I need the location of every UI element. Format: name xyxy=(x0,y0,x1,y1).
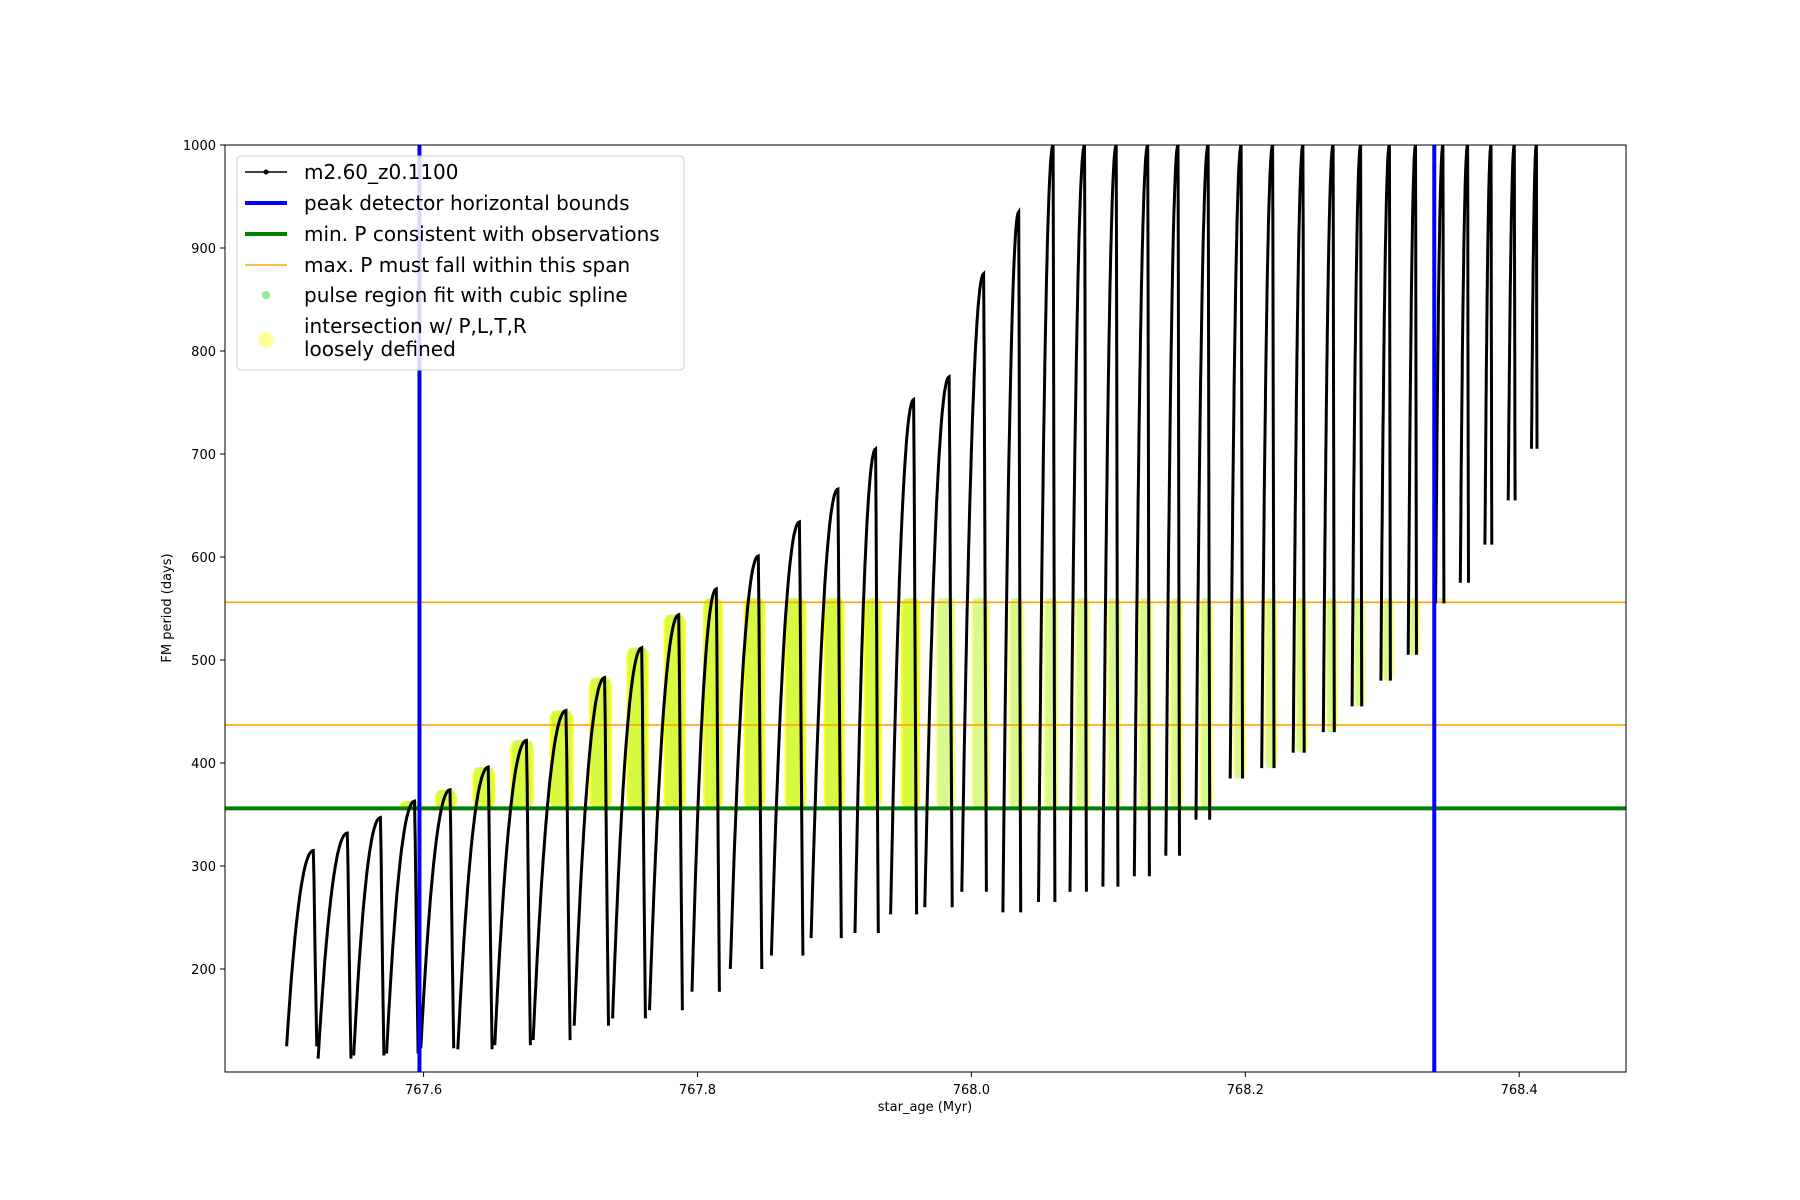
x-axis-ticks: 767.6 767.8 768.0 768.2 768.4 xyxy=(405,1072,1538,1098)
series-pulse xyxy=(1321,145,1336,733)
series-pulse xyxy=(1350,145,1364,707)
series-pulse xyxy=(1530,145,1539,449)
series-pulse xyxy=(572,675,610,1026)
series-layer xyxy=(285,145,1539,1059)
legend-label: pulse region fit with cubic spline xyxy=(304,283,628,307)
spline-fit-region xyxy=(1010,598,1023,809)
x-tick-label: 768.2 xyxy=(1227,1083,1264,1098)
series-pulse xyxy=(853,445,880,934)
spline-fit-region xyxy=(1266,598,1276,769)
y-axis-label: FM period (days) xyxy=(160,553,175,662)
spline-fit-region xyxy=(1045,598,1057,809)
series-pulse xyxy=(456,764,494,1050)
legend-label: peak detector horizontal bounds xyxy=(304,191,630,215)
series-pulse xyxy=(1379,145,1392,681)
series-pulse xyxy=(1001,207,1023,913)
series-pulse xyxy=(1194,145,1212,820)
spline-fit-region xyxy=(1077,598,1089,809)
series-pulse xyxy=(1164,145,1181,856)
series-pulse xyxy=(889,396,919,915)
spline-fit-region xyxy=(1235,598,1245,779)
y-tick-label: 300 xyxy=(191,860,216,875)
legend-label: loosely defined xyxy=(304,337,456,361)
series-pulse xyxy=(1458,145,1470,583)
y-tick-label: 200 xyxy=(191,963,216,978)
series-pulse xyxy=(1406,145,1418,655)
y-tick-label: 400 xyxy=(191,757,216,772)
x-tick-label: 767.6 xyxy=(405,1083,442,1098)
series-pulse xyxy=(493,738,532,1046)
series-pulse xyxy=(960,270,988,892)
legend-box xyxy=(236,155,685,371)
y-tick-label: 600 xyxy=(191,551,216,566)
series-pulse xyxy=(1132,145,1151,877)
series-pulse xyxy=(385,799,420,1054)
legend-label: min. P consistent with observations xyxy=(304,222,660,246)
series-pulse xyxy=(531,708,572,1041)
series-pulse xyxy=(1291,145,1306,753)
plot-frame xyxy=(224,144,1627,1073)
x-tick-label: 768.4 xyxy=(1501,1083,1538,1098)
spline-fit-region xyxy=(1384,598,1393,681)
series-pulse xyxy=(923,374,954,908)
spline-fit-region xyxy=(1171,598,1182,809)
series-pulse xyxy=(1228,145,1244,779)
series-pulse xyxy=(352,815,386,1056)
y-tick-label: 500 xyxy=(191,654,216,669)
series-pulse xyxy=(1260,145,1276,769)
spline-fit-region xyxy=(1140,598,1152,809)
spline-fit-region xyxy=(1201,598,1212,809)
spline-fit-region xyxy=(1355,598,1364,707)
horizontal-lines xyxy=(225,601,1626,811)
spline-fit-region xyxy=(1109,598,1120,809)
legend-label: intersection w/ P,L,T,R xyxy=(304,314,527,338)
y-tick-label: 700 xyxy=(191,448,216,463)
legend-label: m2.60_z0.1100 xyxy=(304,160,459,184)
y-tick-label: 800 xyxy=(191,345,216,360)
series-pulse xyxy=(1483,145,1494,545)
series-pulse xyxy=(648,612,684,1011)
x-tick-label: 768.0 xyxy=(953,1083,990,1098)
series-pulse xyxy=(1068,145,1088,892)
series-pulse xyxy=(285,848,319,1047)
series-pulse xyxy=(1434,145,1446,604)
spline-fit-region xyxy=(1438,598,1446,604)
y-axis-ticks: 200 300 400 500 600 700 800 900 1000 xyxy=(183,139,225,978)
legend-dot xyxy=(262,291,270,299)
series-pulse xyxy=(728,553,764,970)
y-tick-label: 900 xyxy=(191,242,216,257)
series-pulse xyxy=(611,645,647,1019)
series-pulse xyxy=(419,787,456,1049)
series-pulse xyxy=(1506,145,1517,501)
series-pulse xyxy=(1101,145,1120,887)
spline-fit-region xyxy=(1297,598,1306,753)
series-pulse xyxy=(690,586,721,992)
series-pulse xyxy=(769,519,805,956)
series-pulse xyxy=(809,486,843,939)
y-tick-label: 1000 xyxy=(183,139,216,154)
legend-label: max. P must fall within this span xyxy=(304,253,630,277)
spline-fit-region xyxy=(1410,598,1419,655)
series-pulse xyxy=(1037,145,1057,903)
series-pulse xyxy=(316,831,353,1059)
spline-fit-region xyxy=(1327,598,1337,733)
legend-dot xyxy=(258,332,274,348)
x-tick-label: 767.8 xyxy=(679,1083,716,1098)
legend-marker xyxy=(263,169,269,175)
x-axis-label: star_age (Myr) xyxy=(878,1100,972,1115)
